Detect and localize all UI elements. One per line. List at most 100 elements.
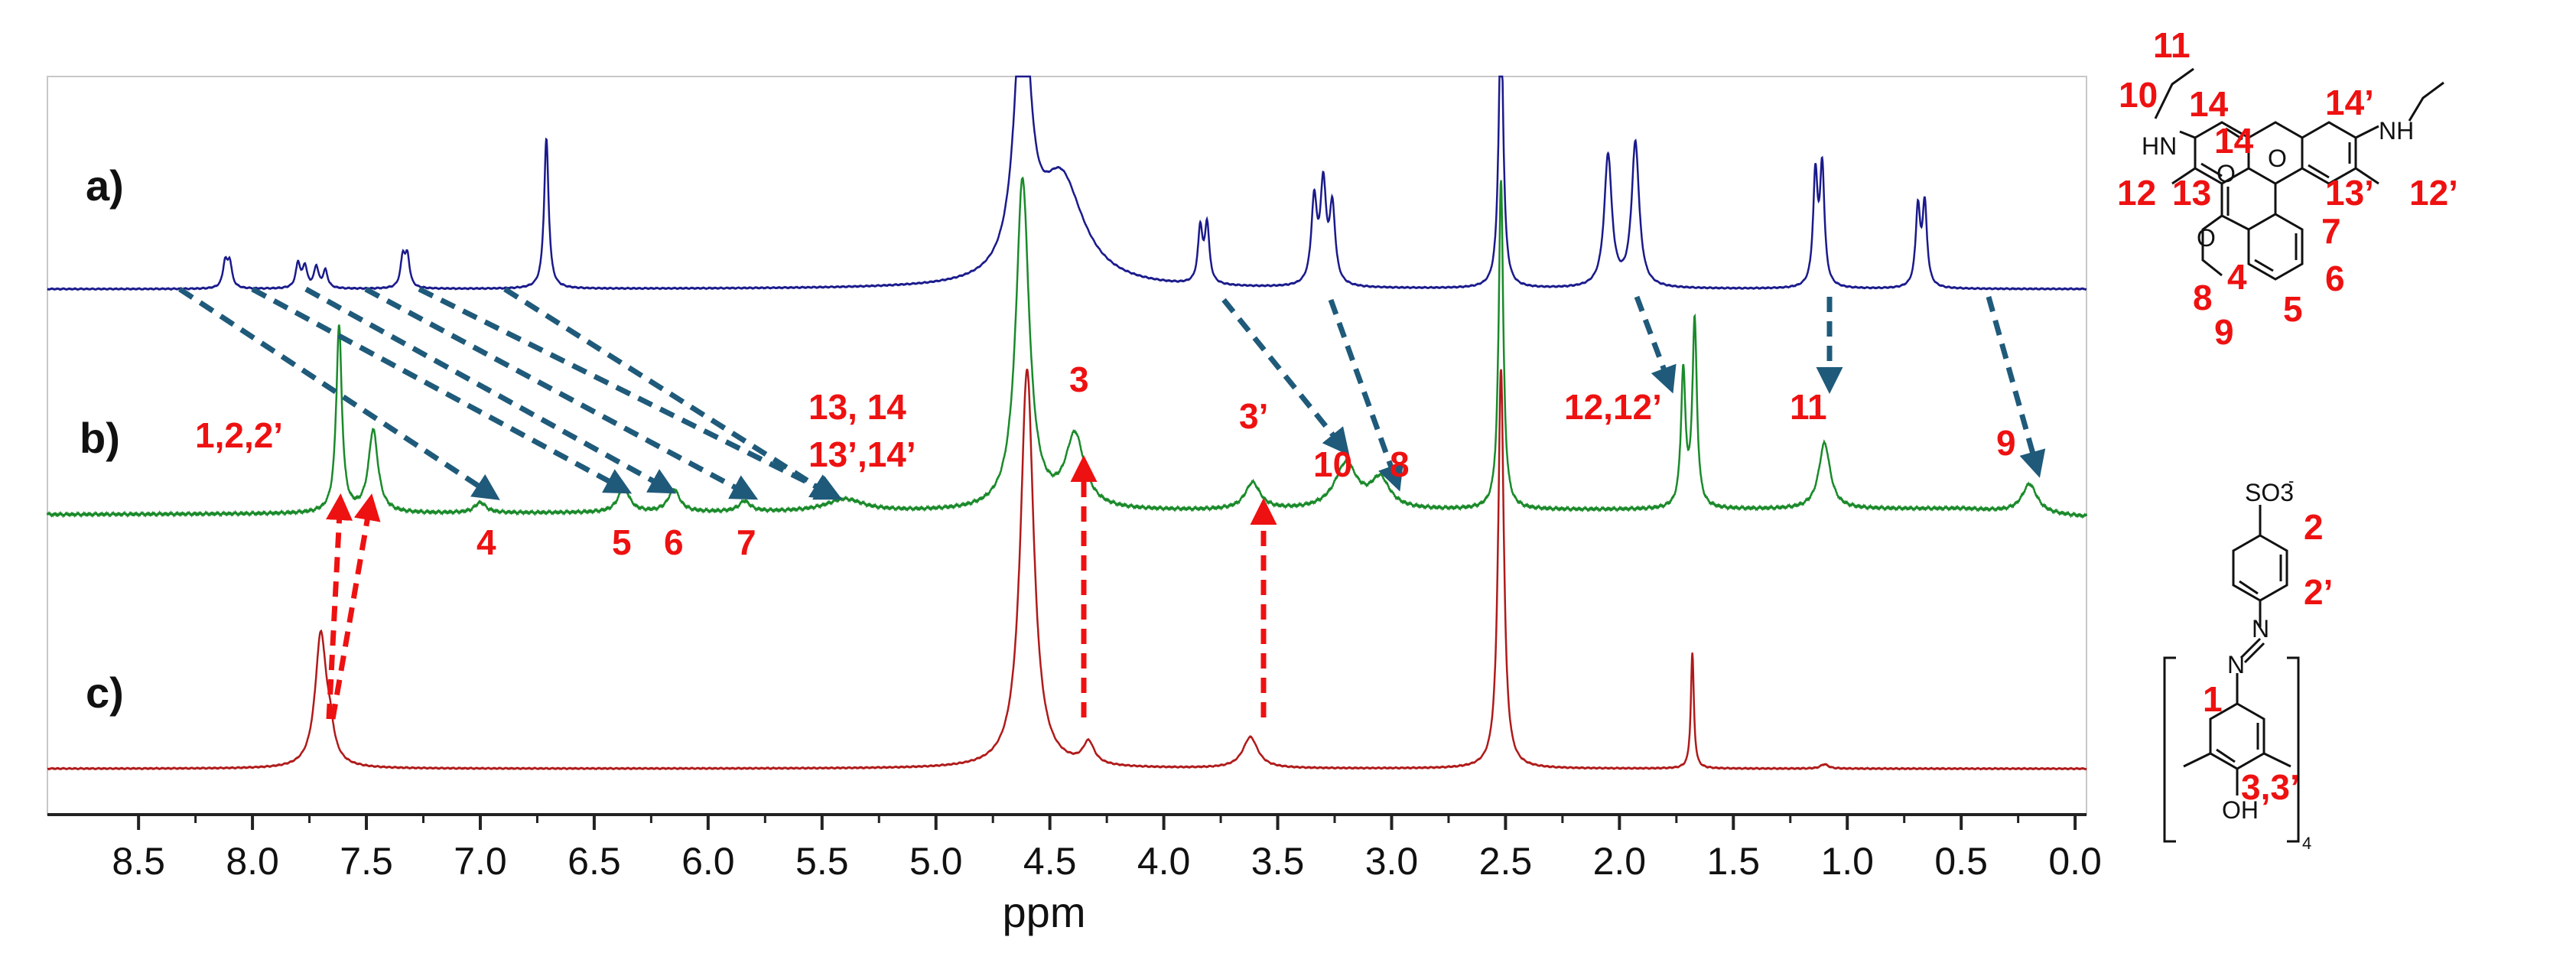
x-tick-label: 3.5 — [1251, 840, 1305, 883]
arrow-red — [330, 493, 381, 720]
x-tick-label: 1.0 — [1820, 840, 1874, 883]
spectrum-a — [47, 75, 2087, 291]
x-tick-label: 5.5 — [795, 840, 849, 883]
arrow-blue — [1221, 298, 1350, 456]
mol-label: 2’ — [2304, 572, 2333, 612]
peak-label: 1,2,2’ — [195, 415, 283, 455]
mol-atom-o-carbonyl: O — [2217, 160, 2236, 187]
x-tick-label: 3.0 — [1365, 840, 1419, 883]
correlation-arrows-blue — [178, 286, 2046, 500]
peak-label: 6 — [664, 522, 684, 562]
molecule-structure — [2154, 67, 2444, 843]
mol-label: 11 — [2153, 25, 2191, 65]
mol-label: 4 — [2227, 257, 2247, 297]
mol-bond — [2225, 127, 2243, 141]
mol-bond — [2179, 130, 2196, 139]
peak-label: 10 — [1313, 444, 1352, 484]
peak-label: 3 — [1069, 359, 1089, 399]
mol-bond — [2308, 164, 2330, 179]
mol-bond — [2239, 580, 2259, 595]
peak-label: 9 — [1996, 423, 2016, 463]
arrow-blue — [418, 286, 843, 500]
panel-label-a: a) — [86, 161, 124, 210]
arrow-red — [326, 493, 353, 720]
peak-label: 3’ — [1239, 396, 1268, 436]
mol-atom-nh: NH — [2379, 117, 2414, 145]
mol-label: 7 — [2321, 211, 2341, 251]
arrow-blue — [304, 286, 677, 494]
arrow-blue — [1634, 295, 1677, 394]
mol-bond — [2254, 259, 2274, 272]
x-tick-label: 8.0 — [226, 840, 279, 883]
x-tick-label: 8.5 — [112, 840, 165, 883]
mol-label: 13’ — [2325, 173, 2374, 213]
arrow-blue — [364, 286, 759, 500]
mol-label: 8 — [2193, 278, 2213, 317]
mol-label: 9 — [2214, 312, 2234, 352]
mol-label: 12 — [2117, 173, 2156, 213]
mol-atom-o-ring: O — [2268, 145, 2287, 172]
arrow-blue — [1328, 298, 1403, 492]
mol-label: 1 — [2203, 679, 2223, 719]
correlation-arrows-red — [326, 455, 1277, 720]
mol-label: 6 — [2325, 259, 2345, 298]
spectra — [46, 75, 2088, 771]
mol-atom-subscript: 4 — [2302, 834, 2311, 853]
mol-bond — [2355, 125, 2379, 139]
mol-label: 2 — [2304, 507, 2324, 547]
x-tick-label: 2.0 — [1593, 840, 1647, 883]
peak-label: 13’,14’ — [808, 434, 916, 474]
mol-atom-o-ester: O — [2197, 224, 2216, 252]
mol-bracket-left — [2163, 656, 2176, 843]
mol-bond — [2183, 752, 2211, 768]
mol-atom-n2: N — [2227, 651, 2245, 678]
x-axis-title: ppm — [1003, 888, 1086, 936]
mol-bracket-right — [2287, 656, 2300, 843]
peak-label: 7 — [737, 522, 756, 562]
plot-frame — [47, 76, 2087, 815]
x-tick-label: 1.5 — [1707, 840, 1761, 883]
mol-label: 14 — [2214, 121, 2254, 161]
mol-bond — [2239, 637, 2262, 659]
arrow-blue — [503, 287, 838, 500]
panel-label-b: b) — [80, 414, 120, 462]
mol-label: 14’ — [2325, 83, 2374, 122]
peak-label: 4 — [476, 522, 496, 562]
x-tick-label: 2.5 — [1479, 840, 1533, 883]
peak-label: 13, 14 — [808, 387, 906, 427]
spectrum-b — [46, 176, 2088, 519]
mol-bond — [2154, 67, 2194, 119]
mol-ring-benzoate — [2247, 213, 2304, 281]
peak-labels: 1,2,2’ 4 5 6 7 13, 14 13’,14’ 3 3’ 10 8 … — [195, 359, 2016, 562]
mol-label: 3,3’ — [2241, 767, 2300, 807]
x-axis-ticks: 8.5 8.0 7.5 7.0 6.5 6.0 5.5 5.0 4.5 4.0 3.5 3.0 2.5 2… — [112, 815, 2102, 883]
molecule-atoms: HN NH O O O SO3 - N N OH 4 — [2142, 117, 2414, 853]
x-tick-label: 7.0 — [454, 840, 507, 883]
mol-bond — [2263, 752, 2291, 768]
mol-atom-oh: OH — [2222, 796, 2259, 824]
spectrum-c — [47, 368, 2087, 771]
peak-label: 11 — [1790, 387, 1827, 427]
x-tick-label: 7.5 — [340, 840, 393, 883]
mol-bond — [2408, 81, 2444, 122]
mol-label: 14 — [2189, 84, 2229, 124]
mol-bond — [2200, 162, 2223, 177]
x-tick-label: 6.5 — [568, 840, 621, 883]
x-tick-label: 4.5 — [1023, 840, 1077, 883]
mol-bond — [2220, 184, 2249, 231]
x-tick-label: 6.0 — [681, 840, 735, 883]
mol-ring-sulfophenyl — [2232, 534, 2288, 602]
x-tick-label: 0.5 — [1934, 840, 1988, 883]
x-tick-label: 5.0 — [909, 840, 963, 883]
peak-label: 5 — [612, 522, 632, 562]
mol-bond — [2355, 167, 2379, 185]
mol-bond — [2201, 214, 2223, 277]
mol-bond — [2243, 642, 2265, 664]
mol-atom-n1: N — [2252, 615, 2269, 643]
mol-atom-charge: - — [2288, 471, 2294, 490]
molecule-labels: 11 10 14 14 14’ 12 13 13’ 12’ 7 8 4 6 9 … — [2117, 25, 2458, 807]
x-tick-label: 4.0 — [1137, 840, 1191, 883]
arrow-blue — [1986, 296, 2046, 478]
mol-label: 5 — [2283, 289, 2303, 329]
